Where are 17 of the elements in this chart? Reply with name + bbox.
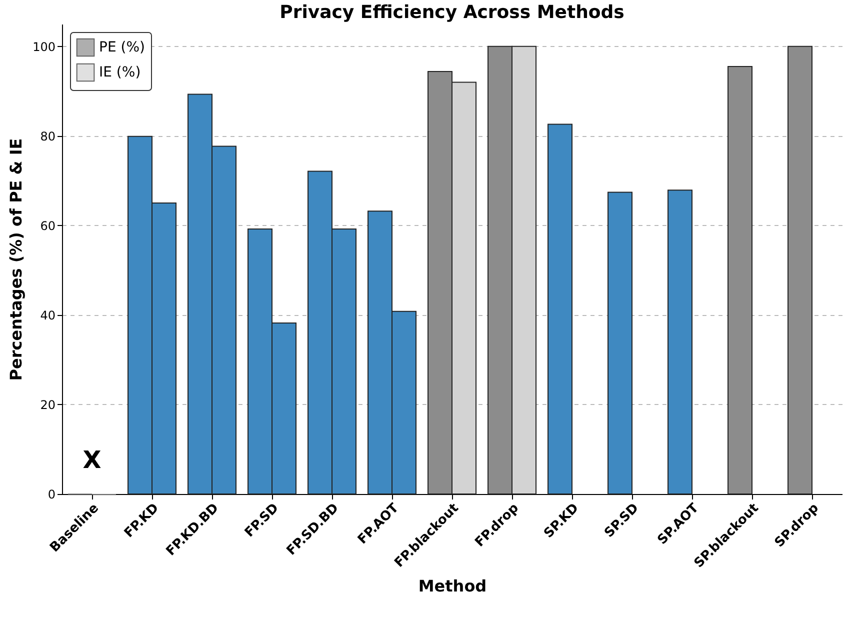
y-axis-title: Percentages (%) of PE & IE (6, 138, 26, 381)
y-tick-label: 80 (40, 129, 56, 144)
legend-label: IE (%) (99, 64, 141, 80)
bar (728, 66, 752, 494)
chart-title: Privacy Efficiency Across Methods (280, 2, 624, 23)
bar (668, 190, 692, 494)
bar (788, 46, 812, 494)
annotation: X (82, 446, 102, 474)
bar (548, 124, 572, 494)
y-tick-label: 0 (48, 488, 56, 502)
y-tick-label: 40 (40, 308, 56, 322)
x-axis-title: Method (418, 576, 487, 596)
legend-label: PE (%) (99, 40, 145, 56)
y-tick-label: 100 (32, 40, 56, 54)
y-tick-label: 60 (40, 218, 56, 233)
y-tick-label: 20 (40, 398, 56, 412)
bar (608, 192, 632, 494)
